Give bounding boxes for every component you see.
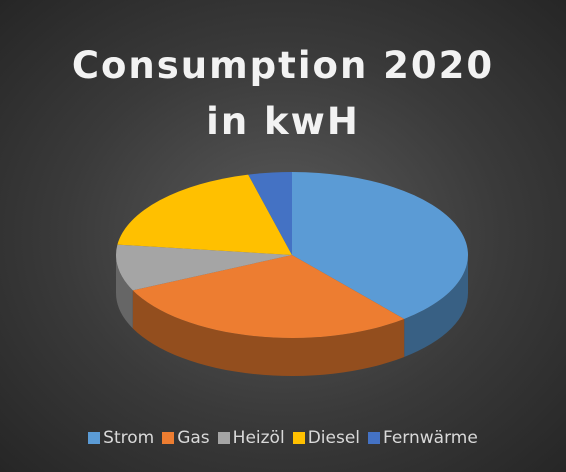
legend-swatch xyxy=(368,432,380,444)
slice xyxy=(132,255,405,338)
legend-swatch xyxy=(292,432,305,444)
slice xyxy=(248,172,292,255)
legend-swatch xyxy=(217,432,230,444)
legend: Strom Gas Heizöl Diesel Fernwärme xyxy=(0,428,566,448)
legend-item: Strom xyxy=(88,428,154,448)
legend-label: Gas xyxy=(177,428,210,448)
legend-swatch xyxy=(162,432,175,444)
chart-title: Consumption 2020 in kwH xyxy=(71,44,495,143)
slice-side xyxy=(404,255,468,357)
legend-item: Gas xyxy=(162,428,210,448)
slice-side xyxy=(116,255,133,329)
legend-label: Strom xyxy=(103,428,155,448)
legend-item: Fernwärme xyxy=(368,428,478,448)
slice-side xyxy=(132,290,405,376)
legend-label: Fernwärme xyxy=(383,428,478,448)
slice xyxy=(117,174,292,255)
legend-item: Heizöl xyxy=(217,428,285,448)
legend-label: Diesel xyxy=(307,428,360,448)
legend-item: Diesel xyxy=(292,428,360,448)
slice xyxy=(292,172,469,319)
slice xyxy=(115,244,292,291)
legend-swatch xyxy=(88,432,101,444)
legend-label: Heizöl xyxy=(232,428,285,448)
